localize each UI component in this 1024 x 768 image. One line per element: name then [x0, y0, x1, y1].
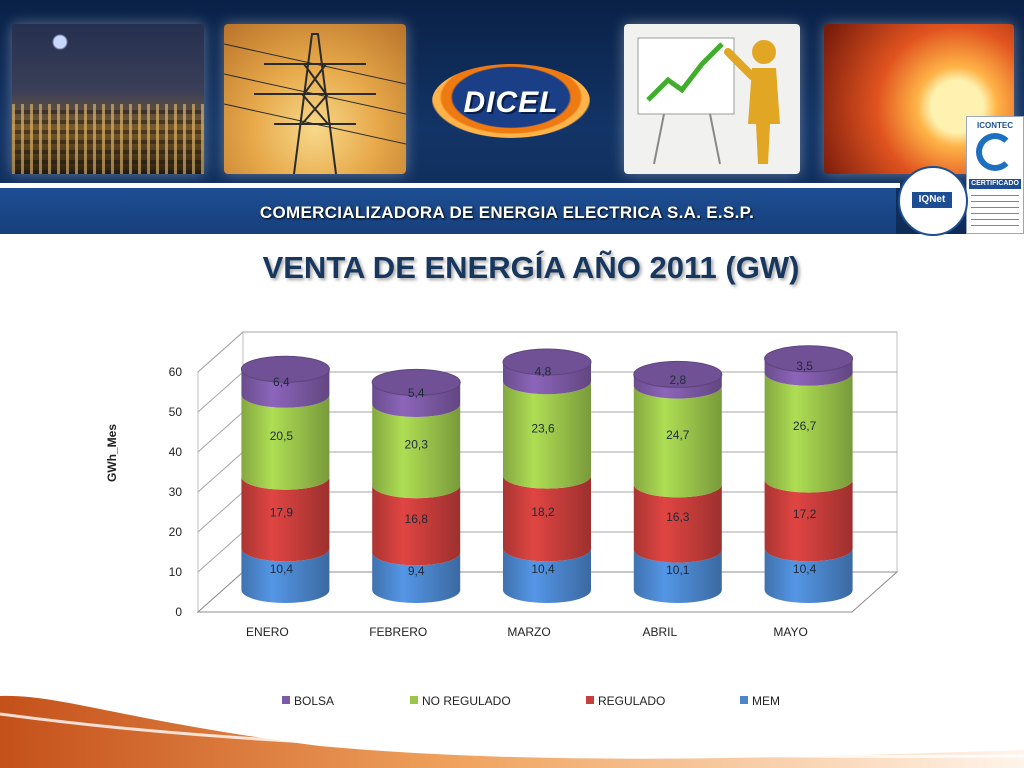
iqnet-certificate-badge: IQNet: [898, 166, 968, 236]
bar-stack-enero: 10,4 17,9 20,5 6,4: [240, 355, 330, 603]
data-label: 5,4: [408, 386, 425, 400]
x-tick-label: MARZO: [507, 625, 550, 639]
bar-segment-regulado: [241, 476, 330, 562]
chart-bars: 10,4 17,9 20,5 6,4 9,4 16,8 20,3 5,4 10,4 18,2 23,…: [240, 345, 854, 603]
bar-top-cap: [371, 368, 461, 396]
data-label: 10,4: [531, 562, 555, 576]
bar-segment-bolsa: [503, 362, 591, 395]
x-tick-label: ENERO: [246, 625, 289, 639]
bar-top-cap: [502, 348, 592, 376]
data-label: 2,8: [669, 373, 686, 387]
y-tick-label: 50: [169, 405, 183, 419]
data-label: 10,4: [793, 562, 817, 576]
bar-segment-no-regulado: [633, 385, 722, 498]
icontec-band: CERTIFICADO: [969, 179, 1021, 189]
bar-segment-regulado: [633, 484, 722, 563]
icontec-fine-print: [971, 195, 1019, 229]
bar-segment-mem: [764, 548, 853, 603]
bottom-swoosh-decoration: [0, 695, 1024, 768]
data-label: 20,3: [405, 438, 429, 452]
bar-stack-mayo: 10,4 17,2 26,7 3,5: [764, 345, 854, 603]
data-label: 6,4: [273, 375, 290, 389]
bar-segment-no-regulado: [764, 372, 853, 493]
bar-segment-bolsa: [241, 369, 330, 408]
header-banner: DICEL: [0, 0, 1024, 234]
data-label: 17,2: [793, 507, 817, 521]
data-label: 16,8: [405, 512, 429, 526]
bar-top-cap: [240, 355, 330, 383]
bar-top-cap: [764, 345, 854, 373]
dicel-logo: DICEL: [432, 64, 590, 138]
legend-swatch: [740, 696, 748, 704]
x-tick-label: FEBRERO: [369, 625, 427, 639]
bar-segment-no-regulado: [503, 381, 591, 489]
bar-segment-regulado: [503, 475, 591, 562]
legend-entry: BOLSA: [294, 694, 334, 708]
y-axis-label: GWh_Mes: [105, 424, 119, 482]
y-tick-label: 40: [169, 445, 183, 459]
data-label: 9,4: [408, 564, 425, 578]
city-night-photo: [12, 24, 204, 174]
y-tick-label: 20: [169, 525, 183, 539]
bar-segment-regulado: [372, 485, 461, 566]
data-label: 3,5: [796, 359, 813, 373]
legend-swatch: [586, 696, 594, 704]
data-label: 10,1: [666, 563, 690, 577]
growth-chart-icon: [637, 37, 780, 165]
energy-sales-chart: 0 10 20 30 40 50 60 GWh_Mes 10,4 17,9 20,5 6,4 9,4…: [105, 330, 899, 708]
bar-segment-mem: [241, 548, 330, 603]
city-lights-decoration: [12, 104, 204, 174]
data-label: 18,2: [531, 505, 555, 519]
power-tower-photo: [223, 24, 407, 175]
slide-title: VENTA DE ENERGÍA AÑO 2011 (GW): [262, 250, 800, 285]
gridline: [197, 331, 897, 373]
y-tick-label: 30: [169, 485, 183, 499]
bar-segment-mem: [503, 548, 591, 603]
icontec-label: ICONTEC: [977, 121, 1013, 130]
data-label: 23,6: [531, 421, 555, 435]
legend-swatch: [410, 696, 418, 704]
legend-entry: NO REGULADO: [422, 694, 511, 708]
y-tick-label: 0: [175, 605, 182, 619]
bar-stack-febrero: 9,4 16,8 20,3 5,4: [371, 368, 461, 603]
bar-segment-bolsa: [633, 374, 722, 399]
data-label: 4,8: [535, 365, 552, 379]
bar-top-cap: [633, 360, 723, 388]
bar-segment-mem: [633, 549, 722, 603]
legend-entry: REGULADO: [598, 694, 665, 708]
x-tick-label: ABRIL: [642, 625, 677, 639]
header-divider: [0, 183, 900, 188]
bar-segment-mem: [372, 552, 461, 603]
legend-entry: MEM: [752, 694, 780, 708]
data-label: 16,3: [666, 510, 690, 524]
bar-segment-regulado: [764, 479, 853, 562]
x-axis-ticks: ENERO FEBRERO MARZO ABRIL MAYO: [246, 625, 808, 639]
company-name: COMERCIALIZADORA DE ENERGIA ELECTRICA S.…: [259, 203, 755, 222]
presenter-chart-photo: [624, 24, 800, 174]
company-bar: [0, 188, 896, 234]
logo-text: DICEL: [463, 86, 559, 119]
y-axis-ticks: 0 10 20 30 40 50 60: [169, 365, 183, 619]
x-tick-label: MAYO: [773, 625, 807, 639]
bar-segment-bolsa: [372, 382, 461, 417]
iqnet-label: IQNet: [912, 192, 952, 208]
bar-stack-marzo: 10,4 18,2 23,6 4,8: [502, 348, 592, 603]
bar-segment-no-regulado: [372, 404, 461, 499]
bar-segment-no-regulado: [241, 394, 330, 490]
bar-stack-abril: 10,1 16,3 24,7 2,8: [633, 360, 723, 603]
power-tower-icon: [223, 33, 407, 175]
data-label: 10,4: [270, 562, 294, 576]
chart-legend: BOLSA NO REGULADO REGULADO MEM: [282, 694, 780, 708]
icontec-certificate-badge: ICONTEC CERTIFICADO: [966, 116, 1024, 234]
data-label: 24,7: [666, 428, 690, 442]
icontec-logo-icon: [976, 133, 1014, 171]
y-tick-label: 10: [169, 565, 183, 579]
data-label: 20,5: [270, 429, 294, 443]
data-label: 17,9: [270, 506, 294, 520]
data-label: 26,7: [793, 419, 817, 433]
legend-swatch: [282, 696, 290, 704]
y-tick-label: 60: [169, 365, 183, 379]
